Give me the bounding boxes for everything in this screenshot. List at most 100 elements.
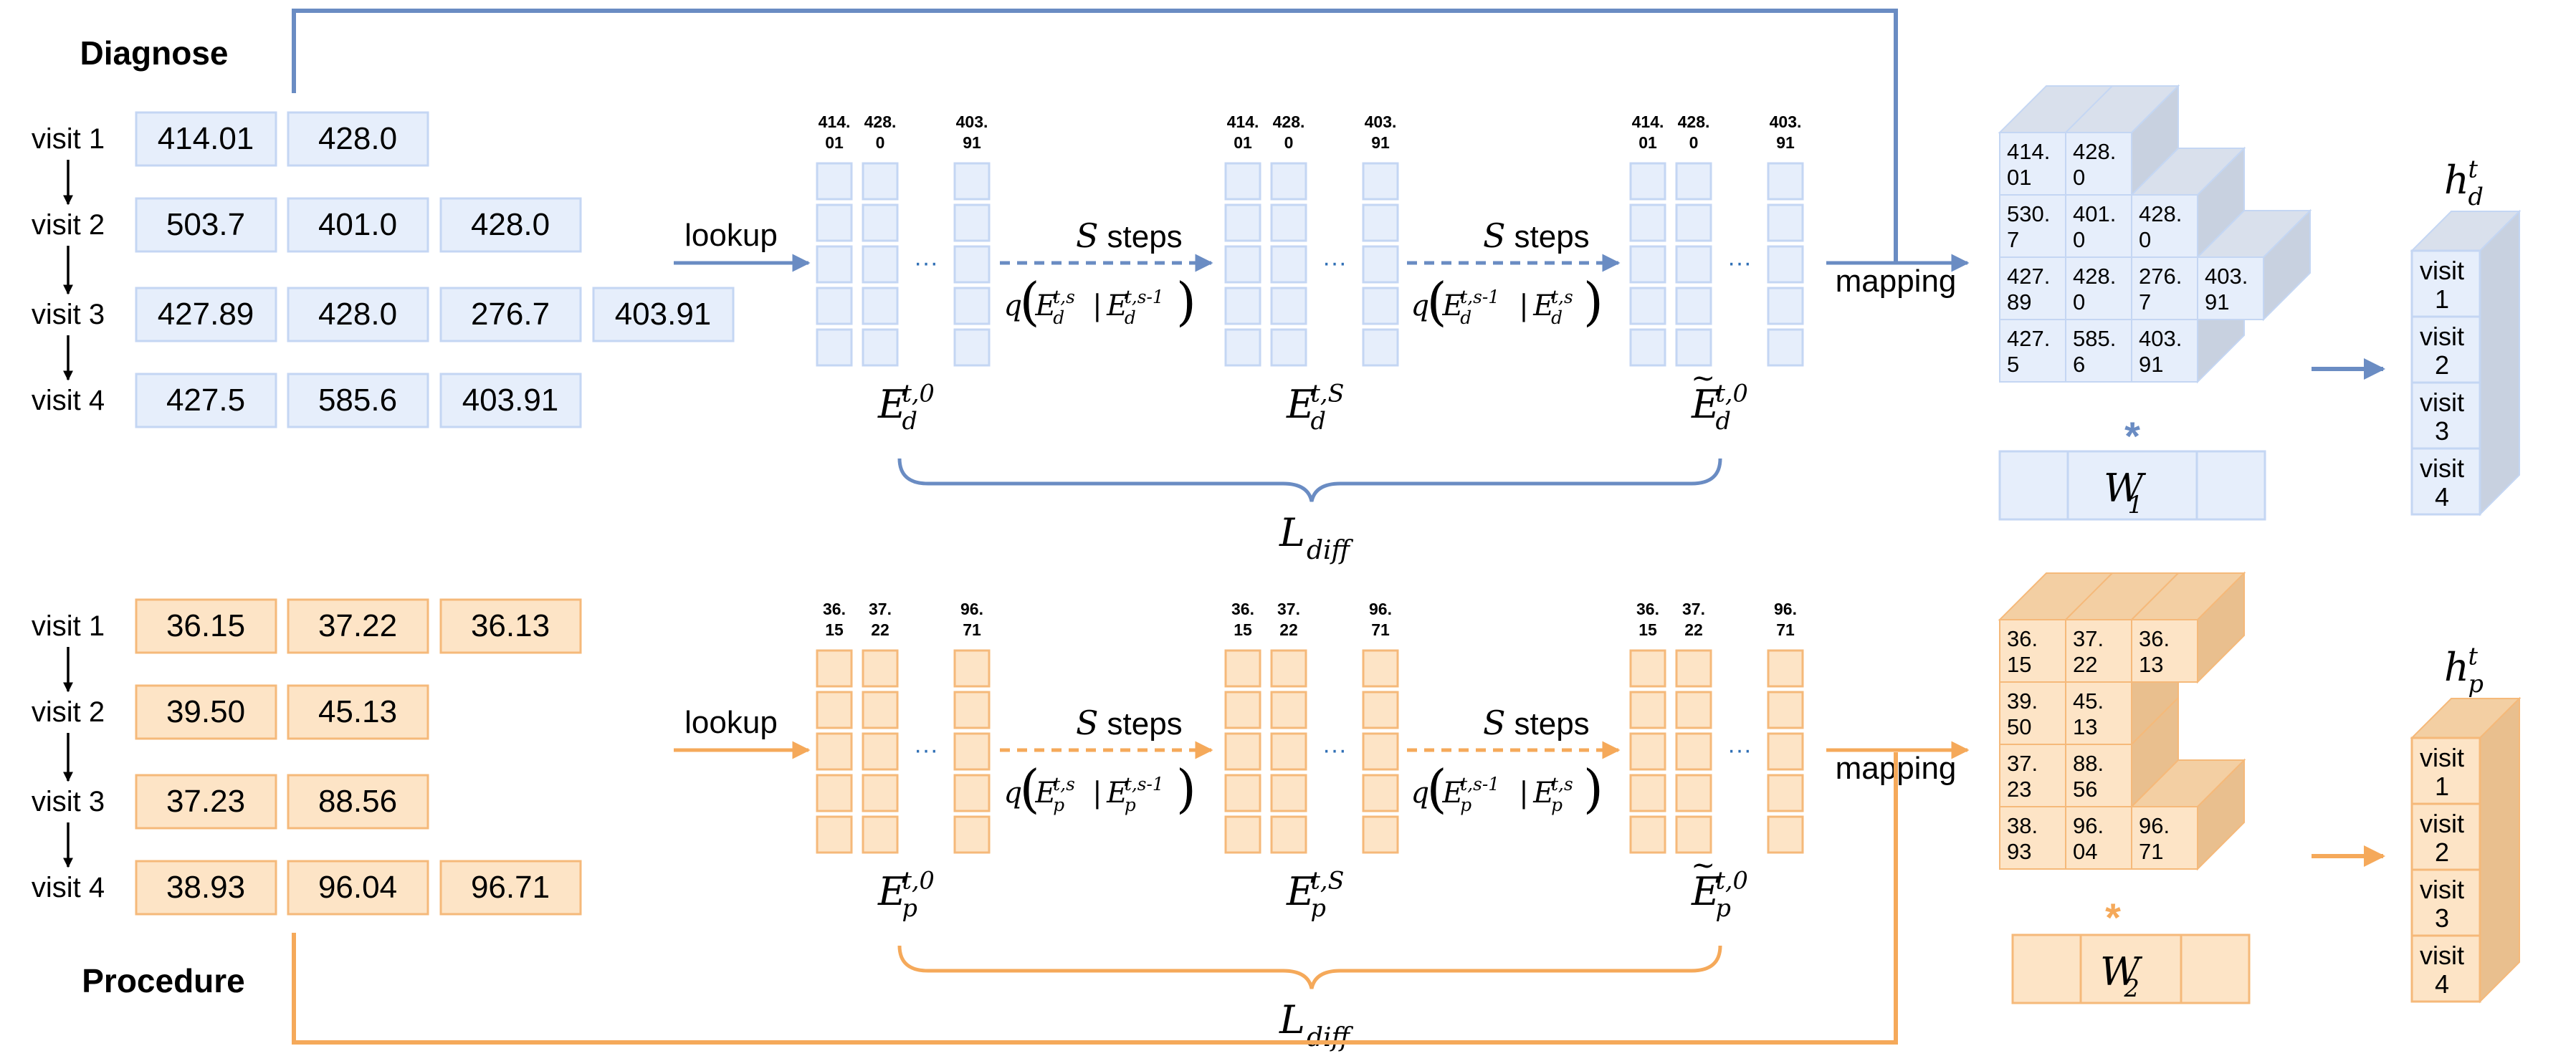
output-visit-label: visit bbox=[2420, 322, 2464, 351]
mapping-label: mapping bbox=[1836, 264, 1957, 299]
math-base: L bbox=[1279, 510, 1305, 555]
output-visit-number: 3 bbox=[2435, 903, 2449, 933]
ldiff-brace bbox=[897, 945, 1722, 989]
cube-cell-value: 0 bbox=[2073, 165, 2085, 190]
code-value: 36.15 bbox=[166, 608, 245, 643]
output-cube-side bbox=[2479, 696, 2520, 1004]
paren-open: ( bbox=[1427, 759, 1447, 819]
code-box bbox=[135, 860, 277, 916]
embedding-cell bbox=[1224, 649, 1261, 688]
weight-cell bbox=[2195, 450, 2266, 521]
embedding-cell bbox=[1629, 245, 1666, 284]
cube-cell-value: 89 bbox=[2007, 289, 2031, 315]
math-base: E bbox=[877, 382, 906, 427]
embedding-cell bbox=[816, 162, 853, 201]
math-sub: d bbox=[1310, 407, 1325, 435]
cube-cell-value: 7 bbox=[2139, 289, 2151, 315]
code-box bbox=[135, 111, 277, 167]
math-base: L bbox=[1279, 997, 1305, 1042]
embedding-cell bbox=[1629, 774, 1666, 812]
embedding-cell bbox=[1224, 287, 1261, 325]
output-cell bbox=[2410, 381, 2481, 450]
column-header: 428. bbox=[1678, 112, 1710, 131]
embedding-cell bbox=[862, 328, 899, 367]
embedding-cell bbox=[1629, 815, 1666, 854]
code-value: 427.89 bbox=[158, 297, 254, 332]
given-bar: | bbox=[1519, 777, 1528, 810]
code-box bbox=[287, 197, 429, 253]
embedding-cell bbox=[1270, 815, 1307, 854]
embedding-cell bbox=[953, 815, 991, 854]
code-box bbox=[135, 287, 277, 342]
cube-edge bbox=[2131, 572, 2179, 620]
math-sub: p bbox=[1460, 795, 1471, 815]
embedding-cell bbox=[862, 774, 899, 812]
math-sub: diff bbox=[1307, 1023, 1354, 1052]
embedding-cell bbox=[816, 203, 853, 242]
embedding-cell bbox=[1270, 732, 1307, 771]
code-box bbox=[135, 373, 277, 428]
code-box bbox=[287, 111, 429, 167]
code-value: 428.0 bbox=[471, 207, 550, 242]
math-base: E bbox=[1035, 289, 1056, 322]
embedding-cell bbox=[1224, 245, 1261, 284]
embedding-cell bbox=[862, 691, 899, 729]
embedding-cell bbox=[1270, 245, 1307, 284]
column-header: 01 bbox=[1638, 133, 1657, 152]
ellipsis: ··· bbox=[914, 736, 938, 764]
embedding-cell bbox=[1224, 815, 1261, 854]
embedding-cell bbox=[1224, 162, 1261, 201]
q-symbol: q bbox=[1004, 289, 1023, 322]
cube-cell-value: 401. bbox=[2073, 201, 2116, 226]
code-value: 96.71 bbox=[471, 870, 550, 905]
cube-cell-value: 427. bbox=[2007, 326, 2050, 351]
cube-cell-value: 414. bbox=[2007, 139, 2050, 164]
math-base: E bbox=[1442, 777, 1464, 810]
paren-close: ) bbox=[1583, 759, 1603, 819]
embedding-label-denoised: E~ t,0d bbox=[1691, 360, 1748, 435]
math-sub: 2 bbox=[2123, 974, 2139, 1002]
output-visit-label: visit bbox=[2420, 453, 2464, 483]
cube-cell-value: 0 bbox=[2139, 227, 2151, 252]
output-visit-label: visit bbox=[2420, 256, 2464, 285]
column-header: 91 bbox=[963, 133, 981, 152]
cube-cell-value: 23 bbox=[2007, 777, 2031, 802]
embedding-cell bbox=[862, 287, 899, 325]
code-box bbox=[135, 684, 277, 740]
cube-cell-value: 13 bbox=[2073, 714, 2097, 739]
embedding-cell bbox=[862, 732, 899, 771]
embedding-cell bbox=[1675, 287, 1712, 325]
code-value: 403.91 bbox=[615, 297, 712, 332]
embedding-label-noised: Et,Sd bbox=[1286, 379, 1345, 435]
embedding-cell bbox=[1270, 287, 1307, 325]
column-header: 428. bbox=[864, 112, 897, 131]
code-box bbox=[287, 860, 429, 916]
embedding-cell bbox=[953, 649, 991, 688]
steps-label: steps bbox=[1107, 706, 1183, 741]
embedding-cell bbox=[1362, 774, 1399, 812]
code-value: 96.04 bbox=[318, 870, 397, 905]
embedding-cell bbox=[953, 162, 991, 201]
weight-label-w2: W2 bbox=[2100, 949, 2143, 1002]
column-header: 15 bbox=[1234, 620, 1252, 639]
cube-cell-value: 88. bbox=[2073, 751, 2104, 776]
cube-cell-value: 585. bbox=[2073, 326, 2116, 351]
steps-variable: S bbox=[1076, 704, 1099, 742]
q-symbol: q bbox=[1411, 777, 1430, 810]
output-visit-label: visit bbox=[2420, 388, 2464, 417]
math-base: E bbox=[877, 869, 906, 914]
code-value: 38.93 bbox=[166, 870, 245, 905]
math-sup: t,s-1 bbox=[1460, 287, 1499, 307]
column-header: 71 bbox=[1776, 620, 1795, 639]
visit-label: visit 1 bbox=[32, 123, 105, 155]
embedding-cell bbox=[953, 691, 991, 729]
column-header: 403. bbox=[1365, 112, 1397, 131]
math-base: E bbox=[1286, 382, 1315, 427]
column-header: 96. bbox=[1774, 600, 1797, 618]
weight-cell bbox=[2180, 933, 2251, 1004]
cube-cell-value: 37. bbox=[2007, 751, 2038, 776]
section-title-diagnose: Diagnose bbox=[80, 34, 228, 72]
code-value: 403.91 bbox=[462, 383, 559, 418]
q-symbol: q bbox=[1004, 777, 1023, 810]
